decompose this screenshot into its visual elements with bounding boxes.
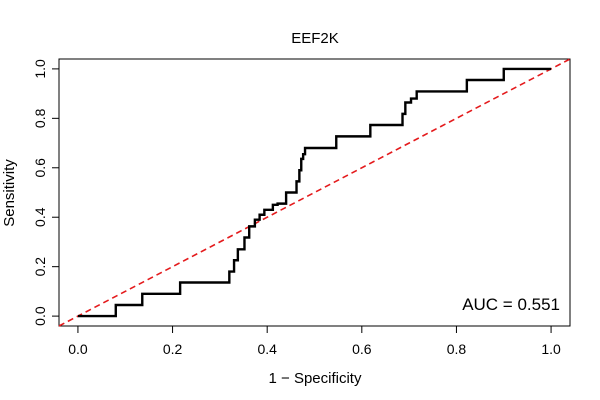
y-tick-label: 0.0: [32, 306, 48, 326]
y-axis: 0.0 0.2 0.4 0.6 0.8 1.0: [32, 59, 59, 326]
x-tick-label: 0.4: [257, 341, 277, 357]
x-tick-label: 1.0: [541, 341, 561, 357]
y-axis-label: Sensitivity: [1, 159, 18, 227]
x-tick-label: 0.0: [68, 341, 88, 357]
y-tick-label: 1.0: [32, 59, 48, 79]
x-tick-label: 0.8: [447, 341, 467, 357]
x-tick-label: 0.6: [352, 341, 372, 357]
y-tick-label: 0.8: [32, 108, 48, 128]
auc-annotation: AUC = 0.551: [462, 295, 560, 314]
x-axis: 0.0 0.2 0.4 0.6 0.8 1.0: [68, 326, 561, 357]
x-tick-label: 0.2: [163, 341, 183, 357]
x-axis-label: 1 − Specificity: [269, 370, 362, 387]
roc-curve-line: [77, 67, 552, 318]
series-layer: [58, 58, 571, 327]
plot-frame: [58, 58, 571, 327]
chance-diagonal-line: [58, 58, 571, 327]
y-tick-label: 0.4: [32, 207, 48, 227]
y-tick-label: 0.2: [32, 257, 48, 277]
chart-title: EEF2K: [291, 30, 339, 47]
y-tick-label: 0.6: [32, 158, 48, 178]
